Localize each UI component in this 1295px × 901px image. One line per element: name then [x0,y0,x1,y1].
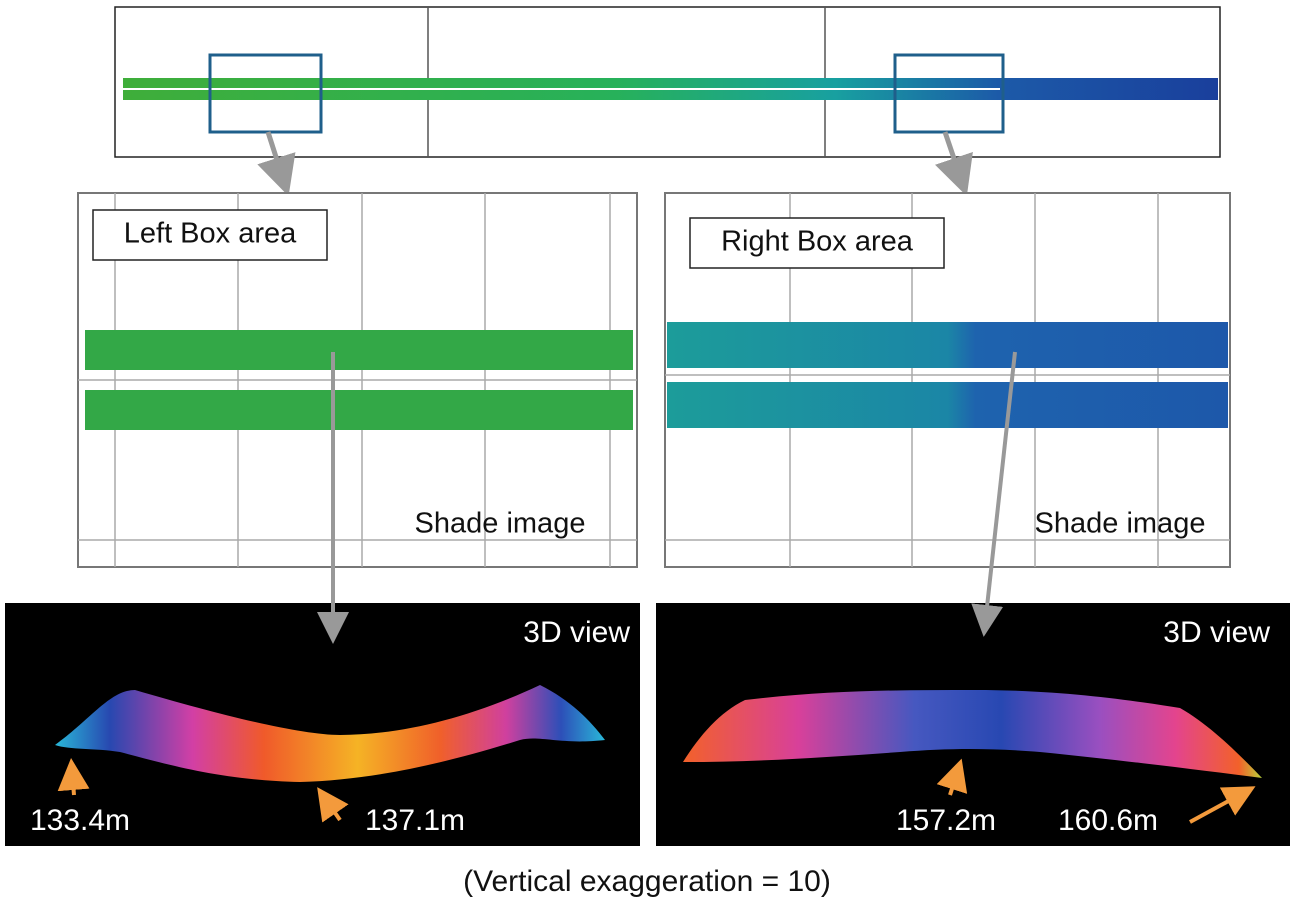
shade-label: Shade image [415,508,586,540]
panel-label: Left Box area [124,218,297,250]
left-shade-panel: Left Box area Shade image [78,193,637,567]
view-label: 3D view [523,616,630,649]
elevation-label: 157.2m [896,804,996,837]
panel-label: Right Box area [721,226,914,258]
shade-label: Shade image [1035,508,1206,540]
right-shade-panel: Right Box area Shade image [665,193,1230,567]
overview [115,7,1220,157]
figure: Left Box area Shade image Right Box area… [0,0,1295,901]
elevation-label: 137.1m [365,804,465,837]
caption: (Vertical exaggeration = 10) [463,865,831,898]
elevation-label: 160.6m [1058,804,1158,837]
elevation-label: 133.4m [30,804,130,837]
view-label: 3D view [1163,616,1270,649]
